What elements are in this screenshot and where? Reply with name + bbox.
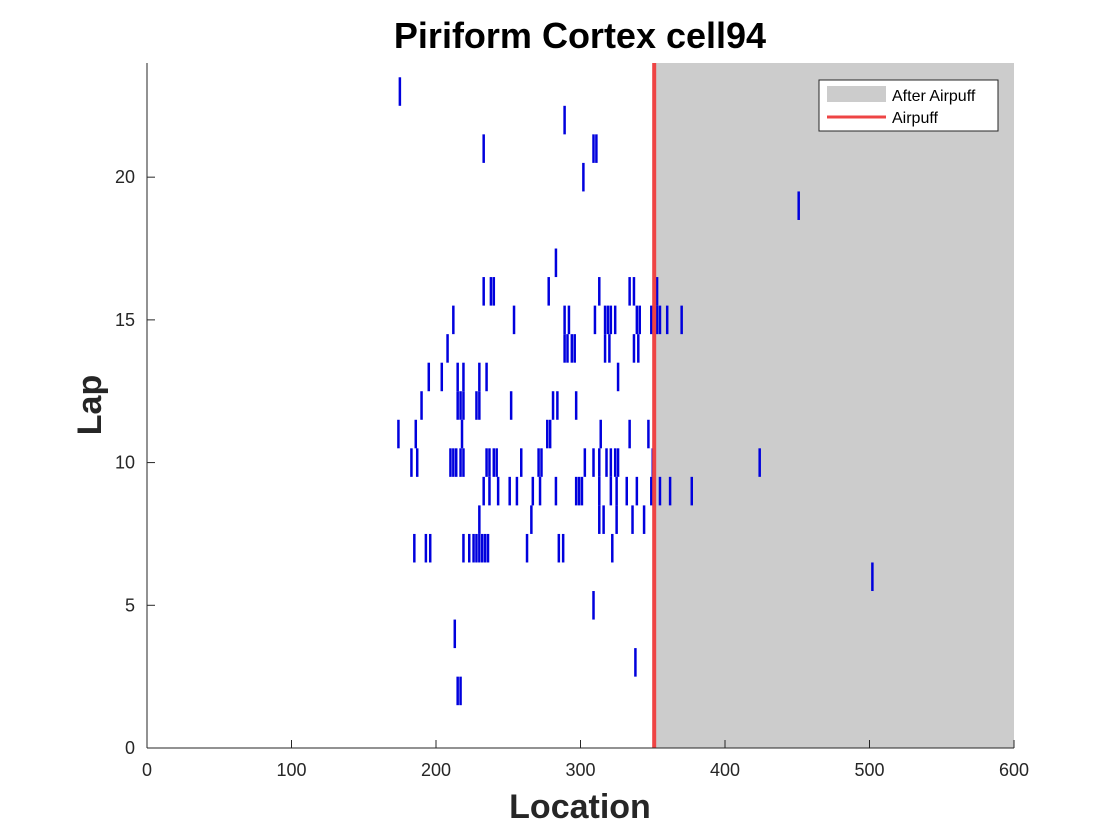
after-airpuff-region [654,63,1014,748]
y-axis-ticks: 0 5 10 15 20 [115,167,155,758]
x-tick-label: 600 [999,760,1029,780]
y-tick-label: 10 [115,453,135,473]
chart-title: Piriform Cortex cell94 [394,15,766,56]
legend-label-after-airpuff: After Airpuff [892,88,976,105]
legend: After Airpuff Airpuff [818,79,999,132]
x-tick-label: 0 [142,760,152,780]
y-axis-label: Lap [71,375,109,435]
legend-label-airpuff: Airpuff [892,110,939,127]
y-tick-label: 20 [115,167,135,187]
y-tick-label: 5 [125,595,135,615]
after-airpuff-region-layer [654,63,1014,748]
spike-raster [397,77,874,706]
legend-swatch-after-airpuff [827,86,886,102]
x-tick-label: 400 [710,760,740,780]
x-axis-ticks: 0 100 200 300 400 500 600 [142,740,1029,780]
y-tick-label: 15 [115,310,135,330]
y-tick-label: 0 [125,738,135,758]
x-tick-label: 100 [276,760,306,780]
x-tick-label: 300 [565,760,595,780]
x-tick-label: 500 [854,760,884,780]
x-tick-label: 200 [421,760,451,780]
x-axis-label: Location [509,788,651,826]
